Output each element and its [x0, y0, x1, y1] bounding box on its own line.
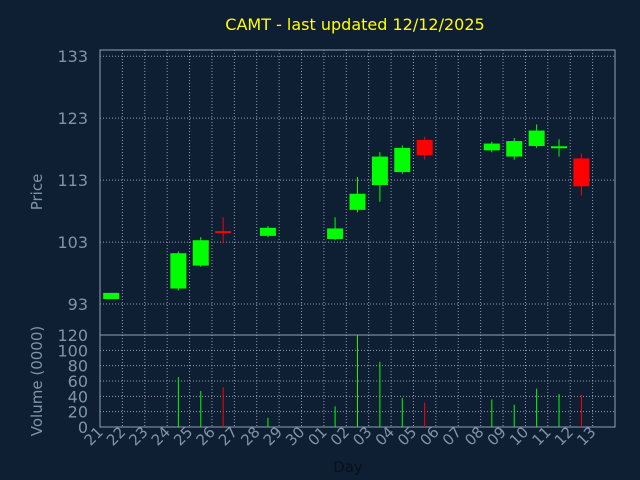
x-axis-ticks: 2122232425262728293001020304050607080910…	[81, 423, 600, 449]
price-tick-label: 103	[57, 233, 88, 252]
chart-title: CAMT - last updated 12/12/2025	[225, 15, 484, 34]
volume-axis-label: Volume (0000)	[28, 326, 46, 436]
volume-tick-label: 0	[78, 418, 88, 437]
price-tick-label: 113	[57, 171, 88, 190]
candle-body	[528, 130, 545, 147]
candle-body	[416, 139, 433, 156]
volume-series	[177, 335, 582, 427]
candle-body	[259, 227, 276, 236]
volume-tick-label: 100	[57, 341, 88, 360]
volume-tick-label: 60	[68, 372, 88, 391]
price-tick-label: 123	[57, 109, 88, 128]
price-tick-label: 93	[68, 295, 88, 314]
candle-body	[327, 228, 344, 239]
volume-tick-label: 20	[68, 403, 88, 422]
price-panel-grid	[100, 50, 615, 335]
candle-body	[483, 143, 500, 151]
candle-body	[170, 253, 187, 289]
price-tick-label: 133	[57, 47, 88, 66]
volume-tick-label: 80	[68, 357, 88, 376]
candle-body	[573, 158, 590, 187]
candle-body	[371, 156, 388, 186]
volume-tick-label: 120	[57, 326, 88, 345]
candlestick-series	[103, 124, 590, 300]
candle-body	[394, 147, 411, 173]
x-axis-label: Day	[333, 458, 363, 476]
price-axis-label: Price	[28, 174, 46, 211]
volume-panel-grid	[100, 335, 615, 427]
candle-body	[506, 141, 523, 157]
candle-body	[103, 292, 120, 300]
candle-body	[192, 240, 209, 266]
volume-tick-label: 40	[68, 387, 88, 406]
price-axis-ticks: 93 103 113 123 133	[57, 47, 88, 314]
candle-body	[349, 193, 366, 210]
